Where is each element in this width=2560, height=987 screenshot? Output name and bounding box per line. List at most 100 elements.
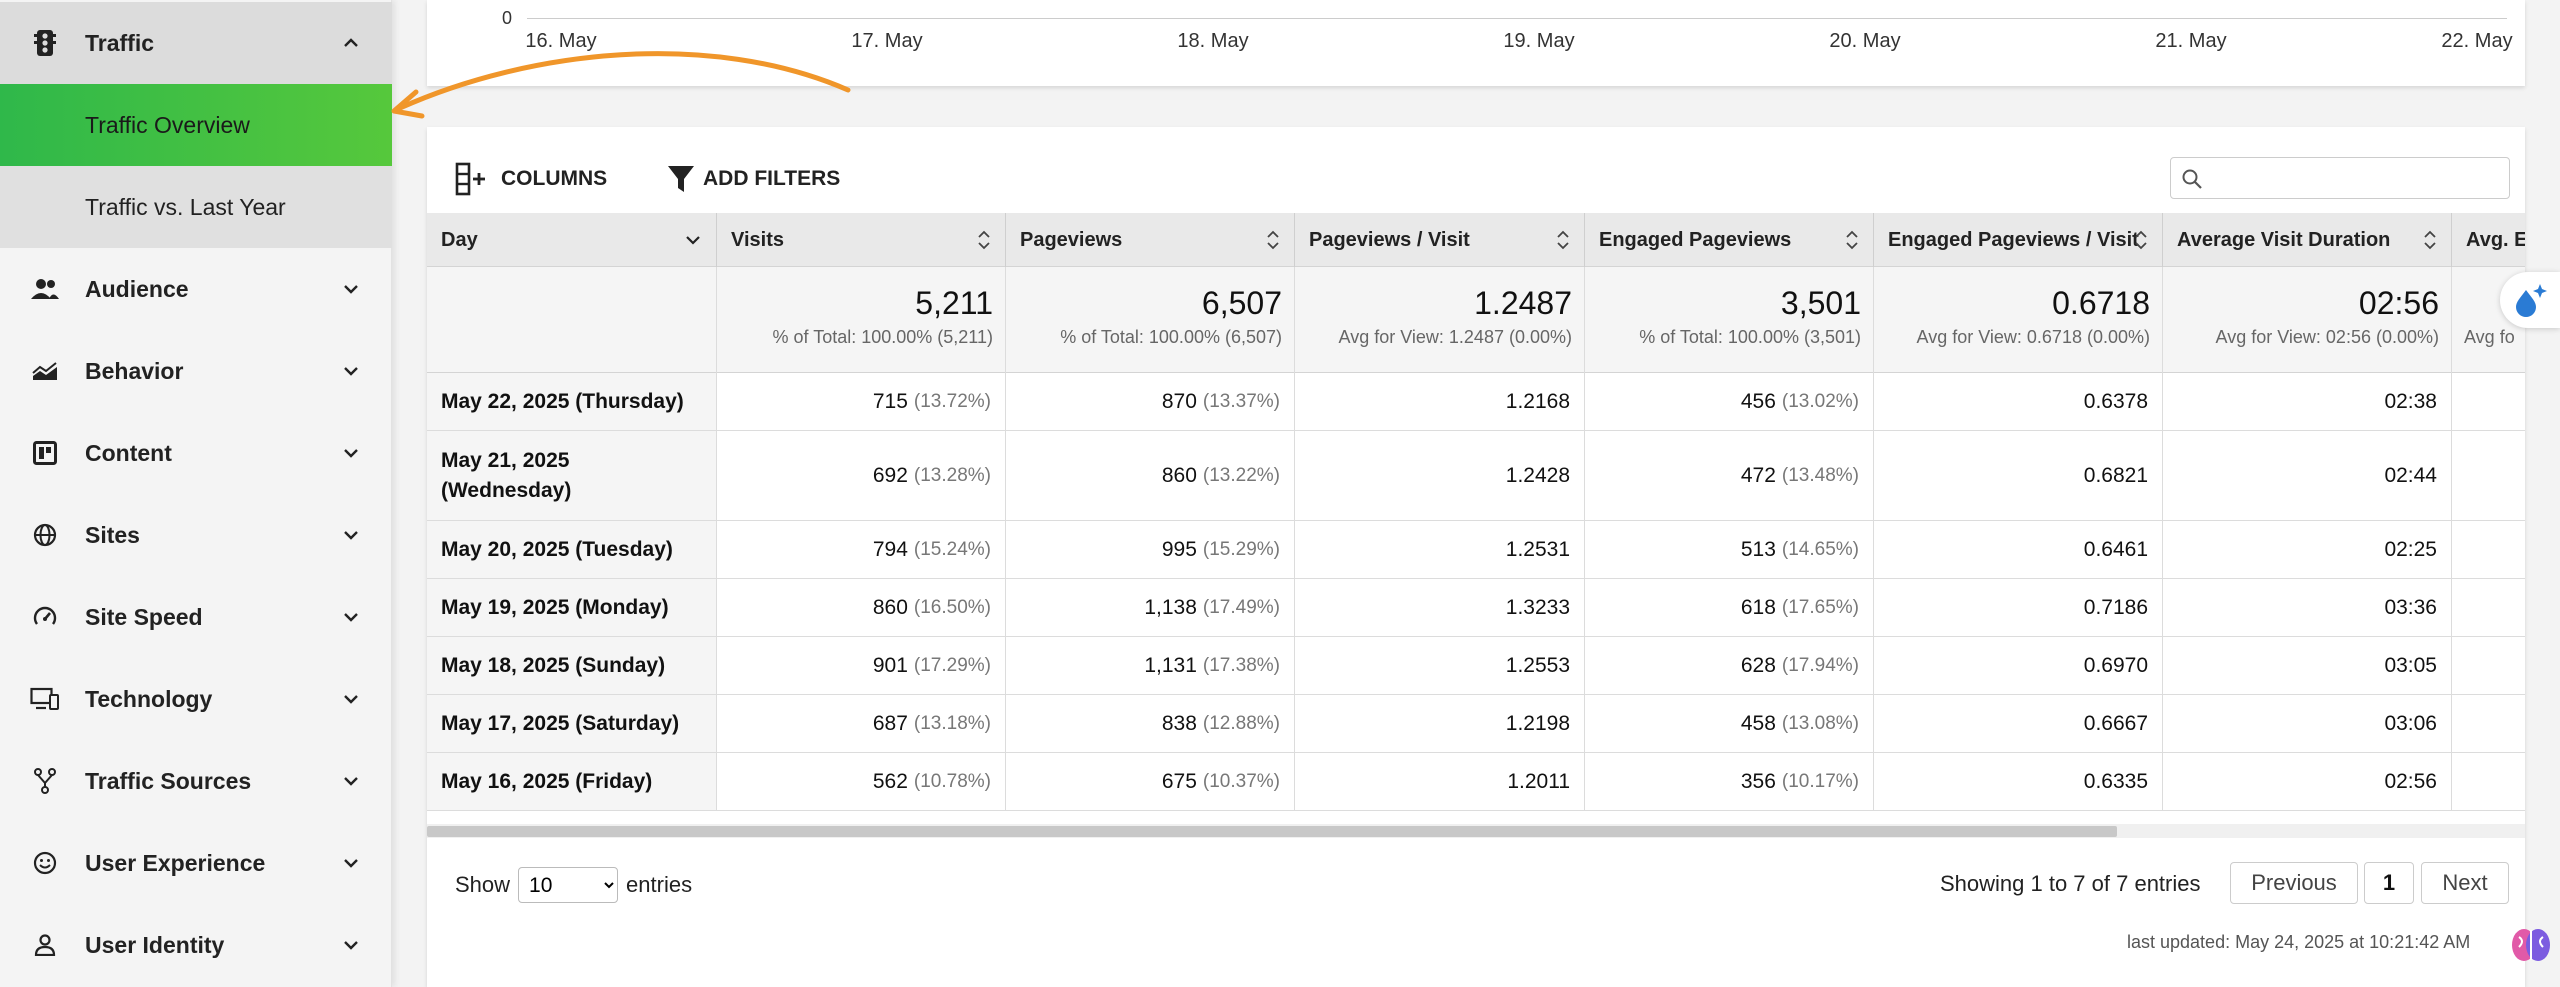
sidebar-item-label: Technology [85,685,213,712]
header-engaged-pageviews-per-visit[interactable]: Engaged Pageviews / Visit [1874,213,2163,267]
traffic-icon [28,26,62,60]
table-cell: 562 (10.78%) [717,753,1006,810]
table-row: May 20, 2025 (Tuesday) 794 (15.24%) 995 (15.… [427,521,2525,579]
table-info: Showing 1 to 7 of 7 entries [1940,871,2201,896]
speedometer-icon [28,600,62,634]
axis-zero-label: 0 [502,8,513,28]
chevron-down-icon [344,613,358,622]
x-tick-label: 17. May [851,30,923,52]
header-pageviews[interactable]: Pageviews [1006,213,1295,267]
assistant-tab[interactable] [2500,272,2560,328]
cell-value: 0.7186 [2083,595,2148,619]
cell-value: 618 [1740,595,1776,619]
table-cell: 03:36 [2163,579,2452,636]
sidebar-item-technology[interactable]: Technology [0,658,392,740]
cell-value: 02:56 [2384,769,2437,793]
header-day[interactable]: Day [427,213,717,267]
page-label: 1 [2382,870,2396,895]
cell-value: 0.6667 [2083,711,2148,735]
brain-icon[interactable] [2510,925,2552,965]
columns-label: COLUMNS [501,167,608,190]
header-label: Avg. E [2466,228,2525,251]
header-label: Average Visit Duration [2177,228,2391,251]
sidebar-item-user-identity[interactable]: User Identity [0,904,392,986]
cell-value: 02:44 [2384,463,2437,487]
sidebar-item-traffic-sources[interactable]: Traffic Sources [0,740,392,822]
table-cell: May 20, 2025 (Tuesday) [427,521,717,578]
table-header: Day Visits Pageviews Pageviews / Visit E… [427,213,2525,267]
cell-percent: (16.50%) [913,596,991,618]
previous-label: Previous [2251,870,2337,895]
header-engaged-pageviews[interactable]: Engaged Pageviews [1585,213,1874,267]
annotation-arrow-icon [391,51,851,119]
sidebar-item-audience[interactable]: Audience [0,248,392,330]
table-cell: 0.6821 [1874,431,2163,520]
cell-value: May 19, 2025 (Monday) [441,595,669,619]
scrollbar-thumb[interactable] [427,826,2117,837]
cell-value: 715 [872,389,908,413]
cell-value: 794 [872,537,908,561]
previous-button[interactable]: Previous [2230,862,2358,904]
columns-button[interactable]: COLUMNS [455,159,607,199]
header-label: Visits [731,228,784,251]
cell-value: 458 [1740,711,1776,735]
sidebar-item-behavior[interactable]: Behavior [0,330,392,412]
sidebar-item-sites[interactable]: Sites [0,494,392,576]
total-value: 6,507 [1201,285,1282,321]
sort-desc-icon [686,236,700,245]
sidebar-item-label: User Identity [85,931,225,958]
cell-value: 675 [1161,769,1197,793]
sidebar-item-site-speed[interactable]: Site Speed [0,576,392,658]
header-avg-e[interactable]: Avg. E [2452,213,2525,267]
cell-value: 03:06 [2384,711,2437,735]
cell-percent: (10.37%) [1202,770,1280,792]
header-average-visit-duration[interactable]: Average Visit Duration [2163,213,2452,267]
header-visits[interactable]: Visits [717,213,1006,267]
table-cell: 1.2198 [1295,695,1585,752]
cell-value: May 16, 2025 (Friday) [441,769,653,793]
sidebar-item-traffic[interactable]: Traffic [0,2,392,84]
sidebar-item-traffic-vs-last-year[interactable]: Traffic vs. Last Year [0,166,392,248]
sidebar-item-user-experience[interactable]: User Experience [0,822,392,904]
x-tick-label: 20. May [1829,30,1901,52]
sidebar-item-content[interactable]: Content [0,412,392,494]
sidebar-item-label: Traffic [85,29,155,56]
cell-value: 1.2011 [1507,769,1570,793]
total-value: 0.6718 [2052,285,2150,321]
cell-percent: (17.49%) [1202,596,1280,618]
cell-percent: (13.22%) [1202,464,1280,486]
cell-value: 838 [1161,711,1197,735]
cell-value: 628 [1740,653,1776,677]
cell-value: 1,131 [1144,653,1197,677]
entries-select[interactable]: 10 [518,867,619,903]
cell-percent: (17.94%) [1781,654,1859,676]
x-tick-label: 18. May [1177,30,1249,52]
user-icon [28,928,62,962]
cell-value: 02:25 [2384,537,2437,561]
total-note: Avg for View: 02:56 (0.00%) [2215,327,2439,347]
chevron-down-icon [344,859,358,868]
table-cell: 0.6461 [1874,521,2163,578]
sidebar-item-traffic-overview[interactable]: Traffic Overview [0,84,392,166]
cell-percent: (15.24%) [913,538,991,560]
horizontal-scrollbar[interactable] [427,824,2525,838]
total-value: 5,211 [915,285,993,321]
table-cell [2452,431,2525,520]
totals-row: 5,211 % of Total: 100.00% (5,211) 6,507 … [427,267,2525,373]
globe-icon [28,518,62,552]
sort-icon [1557,230,1569,250]
totals-cell [427,267,717,373]
next-button[interactable]: Next [2421,862,2509,904]
search-input[interactable] [2171,158,2509,198]
page-1-button[interactable]: 1 [2364,862,2414,904]
totals-cell: Avg fo [2452,267,2525,373]
x-tick-label: 22. May [2441,30,2513,52]
behavior-icon [28,354,62,388]
add-filters-button[interactable]: ADD FILTERS [667,159,840,199]
header-pageviews-per-visit[interactable]: Pageviews / Visit [1295,213,1585,267]
totals-cell: 02:56 Avg for View: 02:56 (0.00%) [2163,267,2452,373]
last-updated: last updated: May 24, 2025 at 10:21:42 A… [2127,932,2471,952]
content-icon [28,436,62,470]
table-cell: 456 (13.02%) [1585,373,1874,430]
sort-icon [978,230,990,250]
